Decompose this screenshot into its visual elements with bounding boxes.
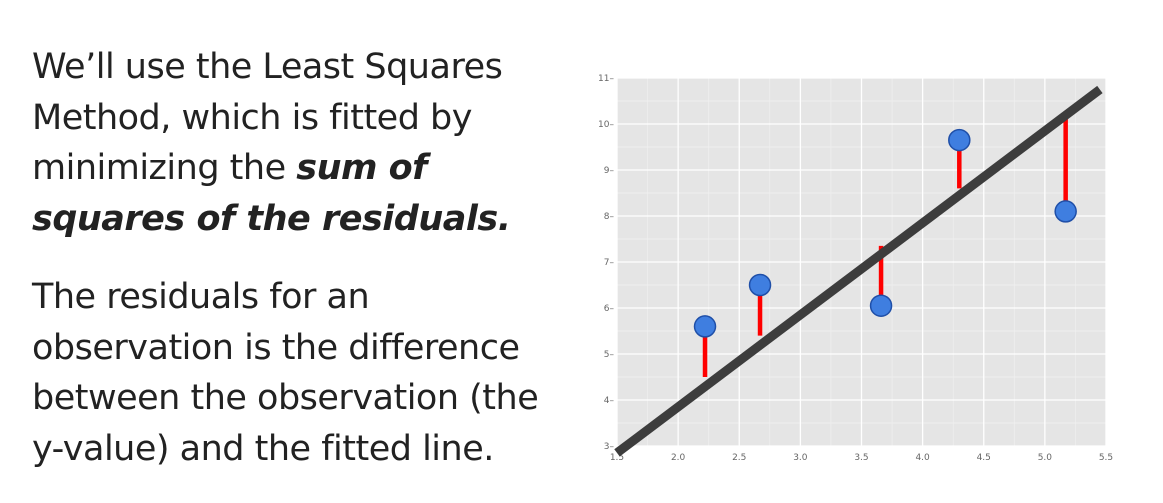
y-tick-label: 11– (598, 74, 614, 84)
data-point (869, 294, 893, 317)
y-tick-label: 5– (604, 350, 615, 360)
y-tick-label: 9– (604, 166, 615, 176)
paragraph-residuals: The residuals for an observation is the … (32, 277, 539, 469)
explanation-text: We’ll use the Least Squares Method, whic… (32, 42, 572, 474)
y-tick-label: 4– (604, 396, 615, 406)
x-tick-label: 4.0 (915, 453, 930, 463)
y-tick-label: 6– (604, 304, 615, 314)
y-tick-label: 8– (604, 212, 615, 222)
residuals-scatter-chart: 1.5 2.0 2.5 3.0 3.5 4.0 4.5 5.0 5.5 3– 4– 5– 6– 7– 8– 9… (598, 74, 1113, 463)
data-point (1054, 200, 1077, 223)
data-point (693, 315, 717, 338)
x-tick-label: 5.5 (1099, 453, 1113, 463)
x-tick-label: 2.0 (671, 453, 686, 463)
data-point (748, 273, 772, 297)
y-tick-label: 7– (604, 258, 615, 268)
x-tick-label: 2.5 (732, 453, 746, 463)
y-tick-label: 10– (598, 120, 614, 130)
fitted-line (614, 85, 1103, 457)
x-tick-label: 1.5 (610, 453, 624, 463)
x-tick-label: 4.5 (977, 453, 991, 463)
x-tick-label: 3.5 (854, 453, 868, 463)
sum-of-squares-emphasis: sum of squares of the residuals. (32, 148, 511, 239)
x-tick-label: 3.0 (793, 453, 808, 463)
y-tick-label: 3– (604, 442, 615, 452)
paragraph-least-squares: We’ll use the Least Squares Method, whic… (32, 42, 572, 244)
data-point (948, 128, 971, 152)
paragraph-least-squares-text: We’ll use the Least Squares Method, whic… (32, 47, 503, 188)
x-tick-label: 5.0 (1038, 453, 1053, 463)
